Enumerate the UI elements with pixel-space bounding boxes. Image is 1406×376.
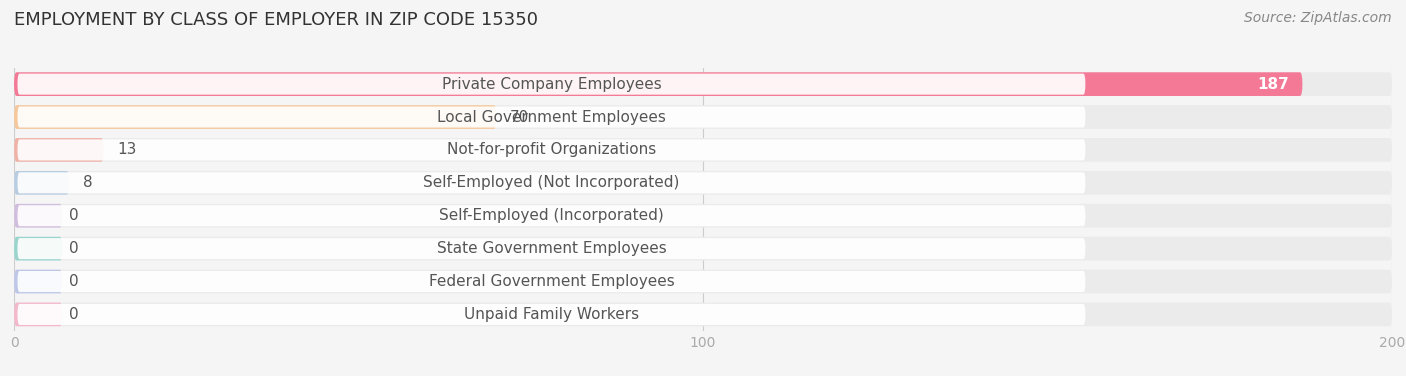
FancyBboxPatch shape	[17, 205, 1085, 226]
FancyBboxPatch shape	[14, 105, 1392, 129]
Text: 13: 13	[118, 143, 136, 158]
Text: State Government Employees: State Government Employees	[436, 241, 666, 256]
FancyBboxPatch shape	[14, 270, 1392, 293]
FancyBboxPatch shape	[14, 204, 1392, 227]
FancyBboxPatch shape	[14, 171, 1392, 195]
FancyBboxPatch shape	[17, 172, 1085, 193]
Text: Unpaid Family Workers: Unpaid Family Workers	[464, 307, 638, 322]
FancyBboxPatch shape	[14, 237, 62, 261]
FancyBboxPatch shape	[17, 106, 1085, 127]
FancyBboxPatch shape	[14, 204, 62, 227]
Text: 0: 0	[69, 274, 79, 289]
FancyBboxPatch shape	[14, 138, 104, 162]
FancyBboxPatch shape	[14, 171, 69, 195]
Text: 187: 187	[1257, 77, 1289, 92]
Text: Local Government Employees: Local Government Employees	[437, 109, 666, 124]
Text: Self-Employed (Not Incorporated): Self-Employed (Not Incorporated)	[423, 175, 679, 190]
Text: Self-Employed (Incorporated): Self-Employed (Incorporated)	[439, 208, 664, 223]
Text: 0: 0	[69, 307, 79, 322]
FancyBboxPatch shape	[17, 271, 1085, 292]
Text: 70: 70	[510, 109, 529, 124]
FancyBboxPatch shape	[14, 303, 62, 326]
FancyBboxPatch shape	[17, 304, 1085, 325]
FancyBboxPatch shape	[14, 72, 1302, 96]
Text: 0: 0	[69, 208, 79, 223]
FancyBboxPatch shape	[14, 270, 62, 293]
FancyBboxPatch shape	[14, 72, 1392, 96]
Text: Private Company Employees: Private Company Employees	[441, 77, 661, 92]
FancyBboxPatch shape	[14, 237, 1392, 261]
Text: 8: 8	[83, 175, 93, 190]
Text: Source: ZipAtlas.com: Source: ZipAtlas.com	[1244, 11, 1392, 25]
FancyBboxPatch shape	[14, 138, 1392, 162]
FancyBboxPatch shape	[17, 74, 1085, 95]
FancyBboxPatch shape	[17, 238, 1085, 259]
Text: EMPLOYMENT BY CLASS OF EMPLOYER IN ZIP CODE 15350: EMPLOYMENT BY CLASS OF EMPLOYER IN ZIP C…	[14, 11, 538, 29]
FancyBboxPatch shape	[17, 139, 1085, 161]
FancyBboxPatch shape	[14, 105, 496, 129]
Text: Not-for-profit Organizations: Not-for-profit Organizations	[447, 143, 657, 158]
FancyBboxPatch shape	[14, 303, 1392, 326]
Text: Federal Government Employees: Federal Government Employees	[429, 274, 675, 289]
Text: 0: 0	[69, 241, 79, 256]
